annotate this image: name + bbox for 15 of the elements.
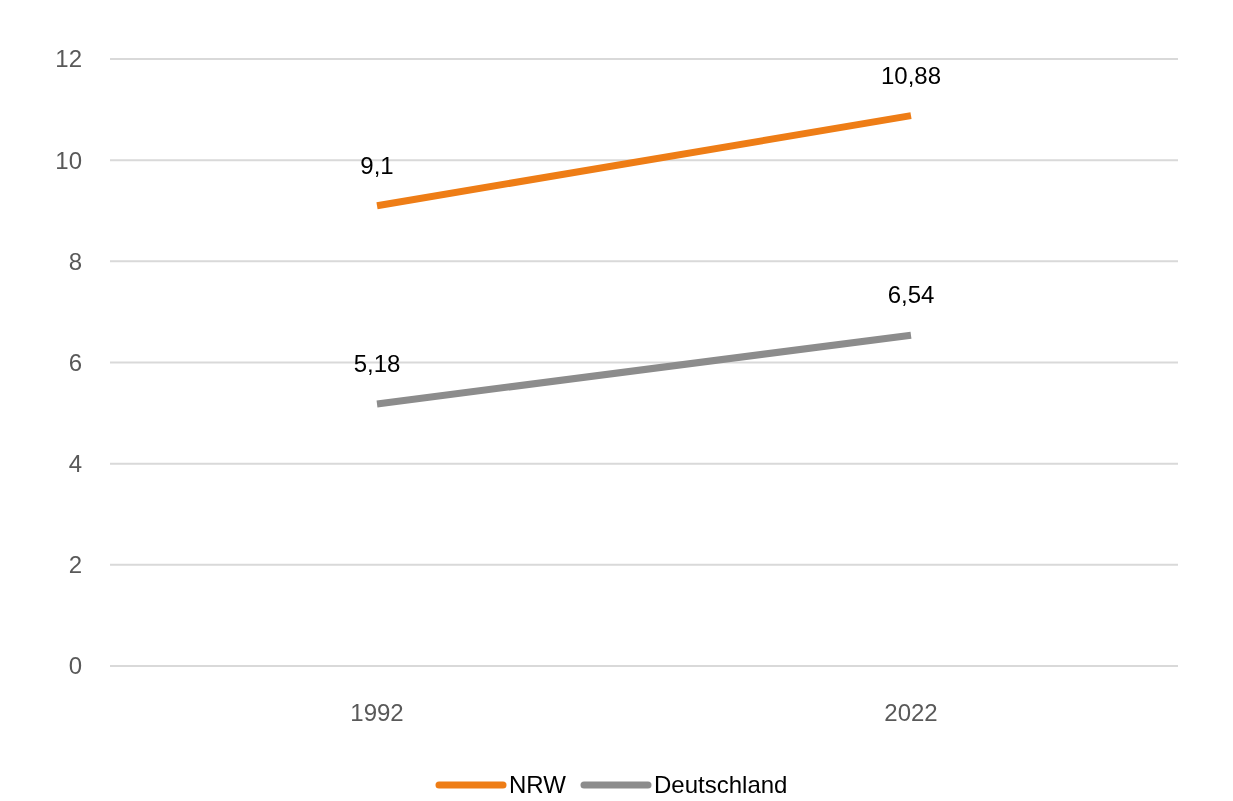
data-label: 10,88 [880, 61, 942, 89]
legend-label: NRW [509, 771, 567, 799]
data-label: 9,1 [360, 151, 394, 179]
y-tick-label: 4 [68, 450, 82, 478]
x-tick-label: 2022 [884, 699, 938, 726]
y-tick-label: 6 [68, 348, 82, 376]
legend-label: Deutschland [654, 771, 788, 799]
y-tick-label: 10 [55, 146, 82, 174]
y-tick-label: 12 [55, 45, 82, 73]
y-tick-label: 2 [68, 551, 82, 579]
data-label: 5,18 [353, 349, 401, 377]
data-label: 6,54 [887, 281, 935, 309]
y-tick-label: 8 [68, 247, 82, 275]
x-tick-label: 1992 [350, 699, 404, 726]
y-tick-label: 0 [68, 652, 82, 680]
